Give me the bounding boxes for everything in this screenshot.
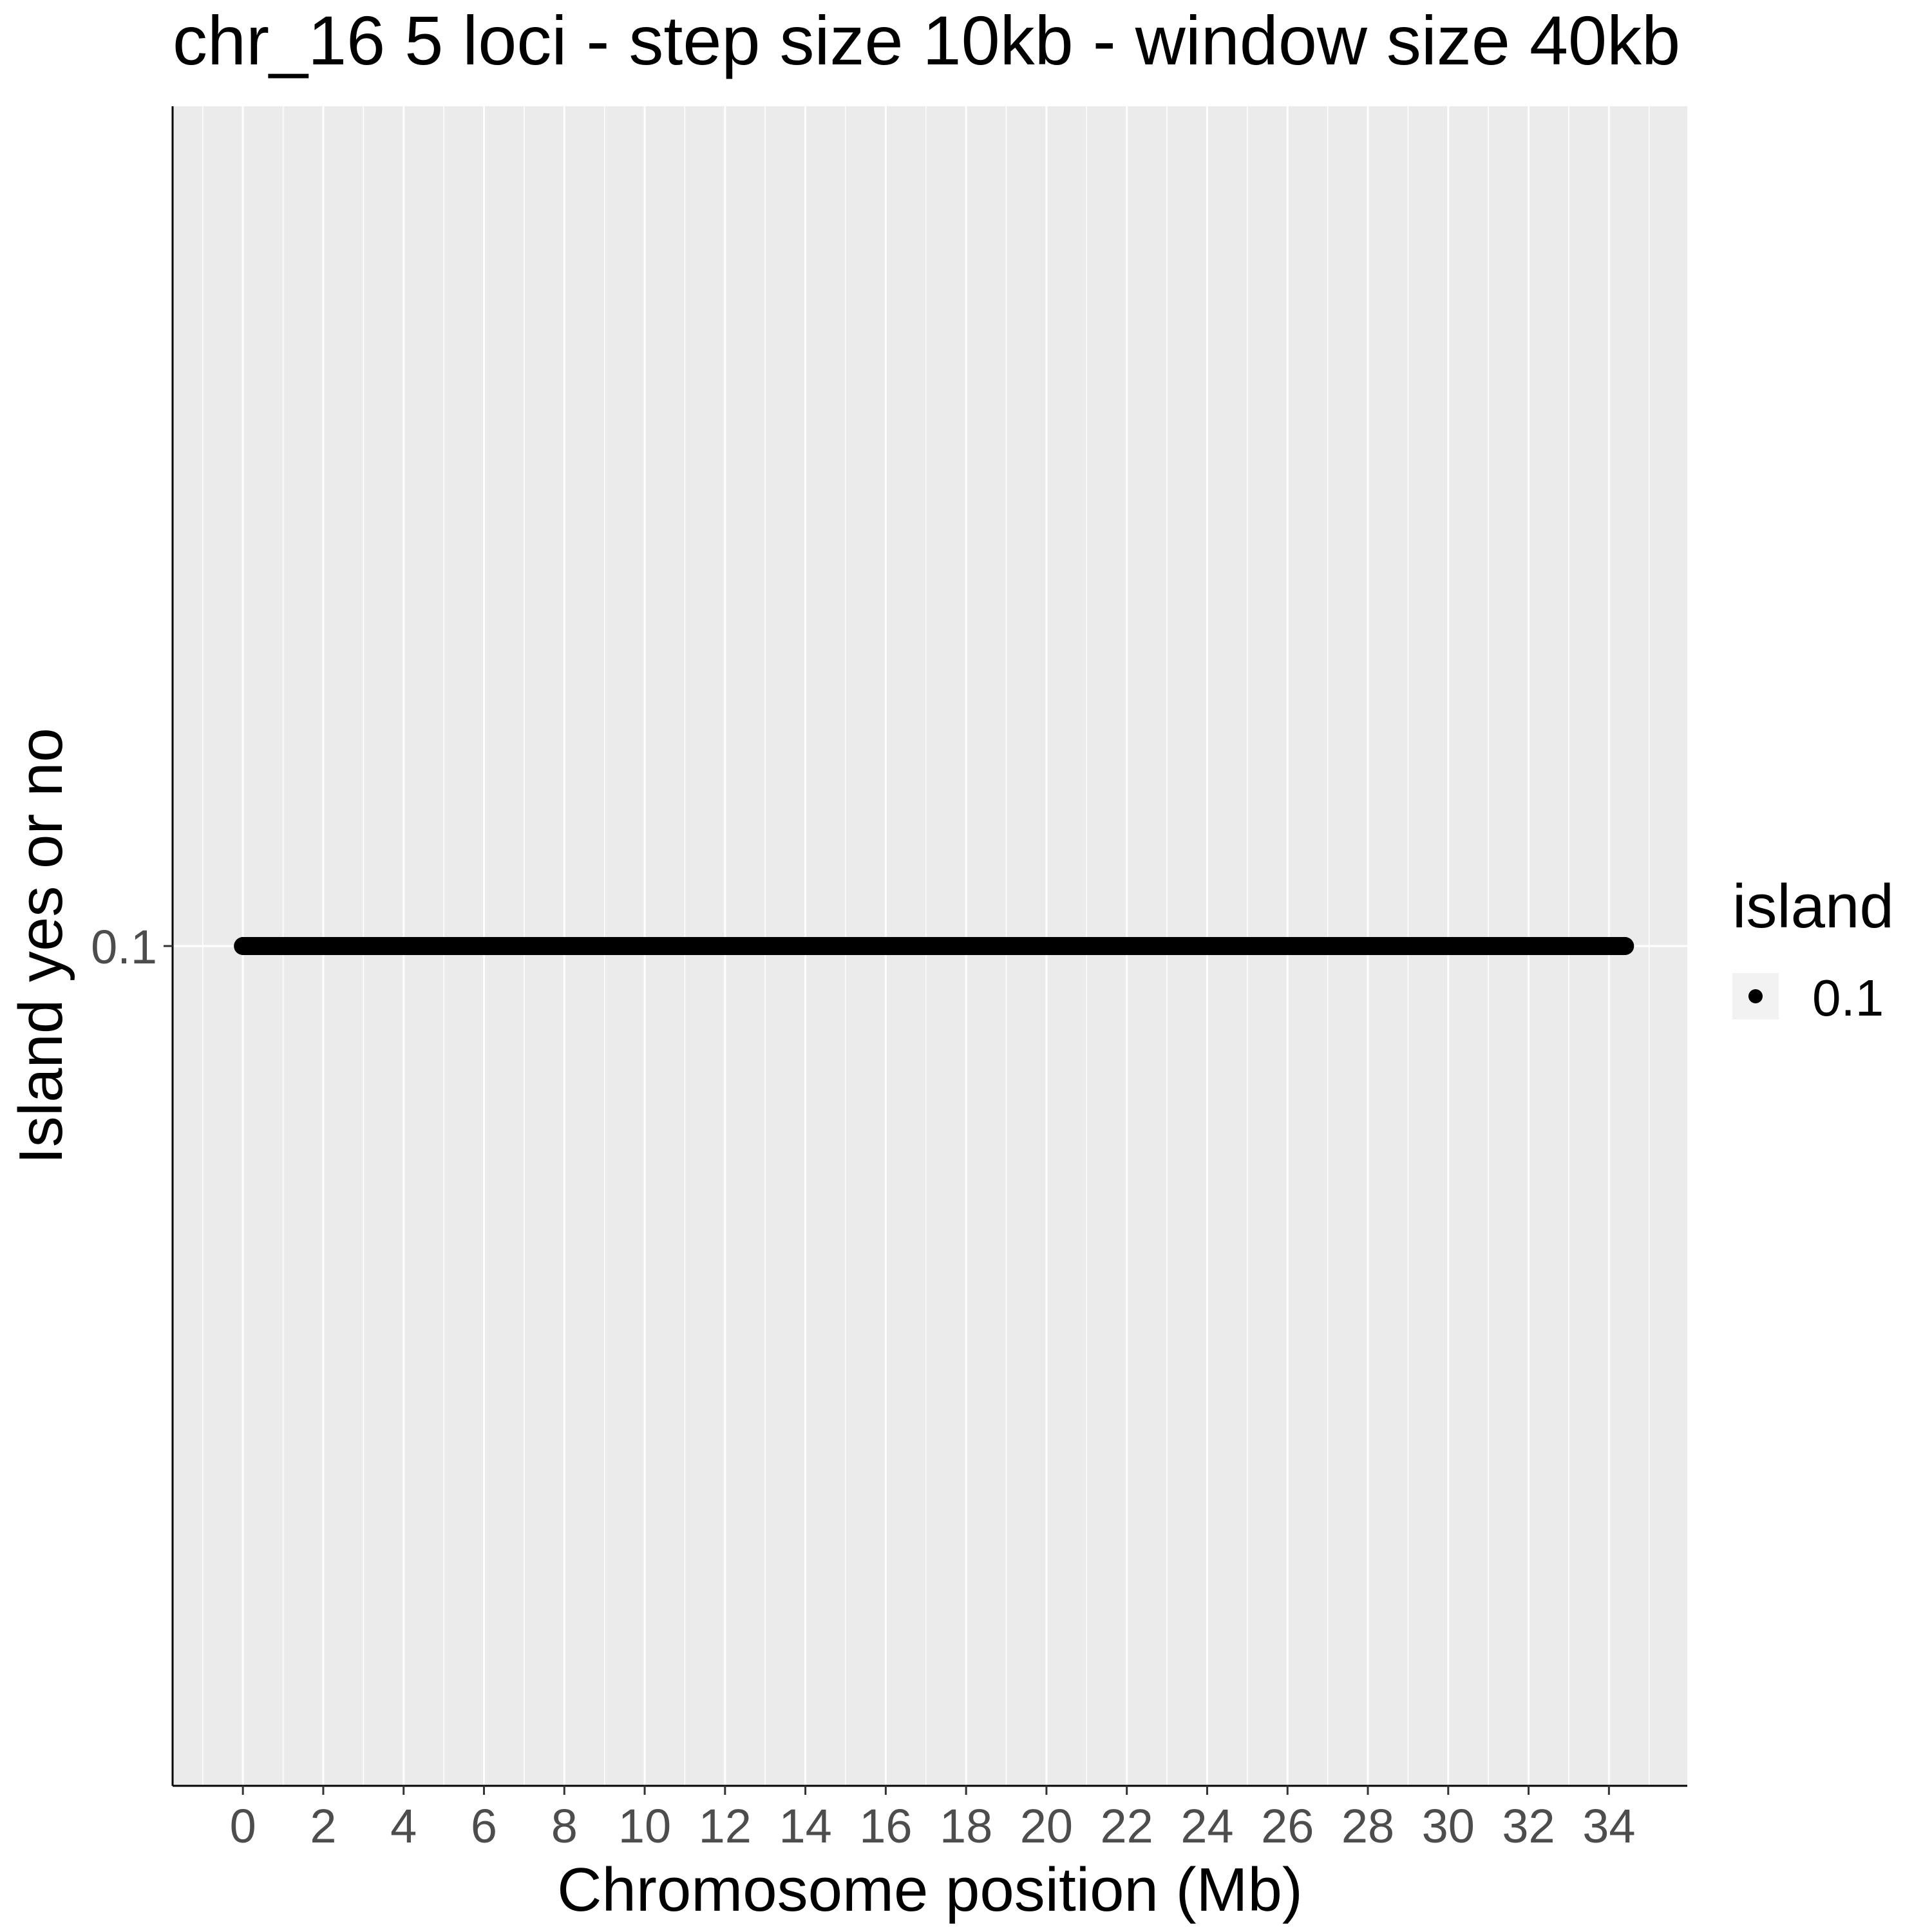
x-tick-label: 8	[551, 1799, 578, 1853]
x-tick-label: 24	[1180, 1799, 1233, 1853]
x-tick-label: 32	[1502, 1799, 1555, 1853]
legend-title: island	[1732, 872, 1894, 941]
data-point	[1616, 937, 1634, 955]
x-tick-label: 12	[699, 1799, 752, 1853]
y-axis-ticks: 0.1	[91, 920, 173, 974]
x-axis-ticks: 0 2 4 6 8 10 12 14 16 18 20 22 24 26 28 30 32 34	[230, 1786, 1636, 1853]
x-tick-label: 6	[471, 1799, 497, 1853]
y-axis-label: Island yes or no	[6, 728, 75, 1164]
legend-key-point	[1748, 989, 1763, 1003]
x-tick-label: 20	[1020, 1799, 1073, 1853]
x-tick-label: 2	[310, 1799, 336, 1853]
data-points	[234, 937, 1634, 955]
x-tick-label: 0	[230, 1799, 256, 1853]
x-tick-label: 22	[1101, 1799, 1153, 1853]
x-tick-label: 30	[1422, 1799, 1475, 1853]
x-tick-label: 18	[940, 1799, 992, 1853]
x-tick-label: 26	[1261, 1799, 1314, 1853]
x-tick-label: 14	[779, 1799, 831, 1853]
chart-title: chr_16 5 loci - step size 10kb - window …	[173, 1, 1680, 79]
x-tick-label: 16	[859, 1799, 912, 1853]
legend-label: 0.1	[1812, 969, 1884, 1027]
x-tick-label: 10	[618, 1799, 671, 1853]
x-tick-label: 34	[1582, 1799, 1635, 1853]
x-tick-label: 4	[390, 1799, 417, 1853]
legend: island 0.1	[1732, 872, 1894, 1027]
x-axis-label: Chromosome position (Mb)	[557, 1855, 1303, 1924]
x-tick-label: 28	[1341, 1799, 1394, 1853]
y-tick-label: 0.1	[91, 920, 157, 974]
